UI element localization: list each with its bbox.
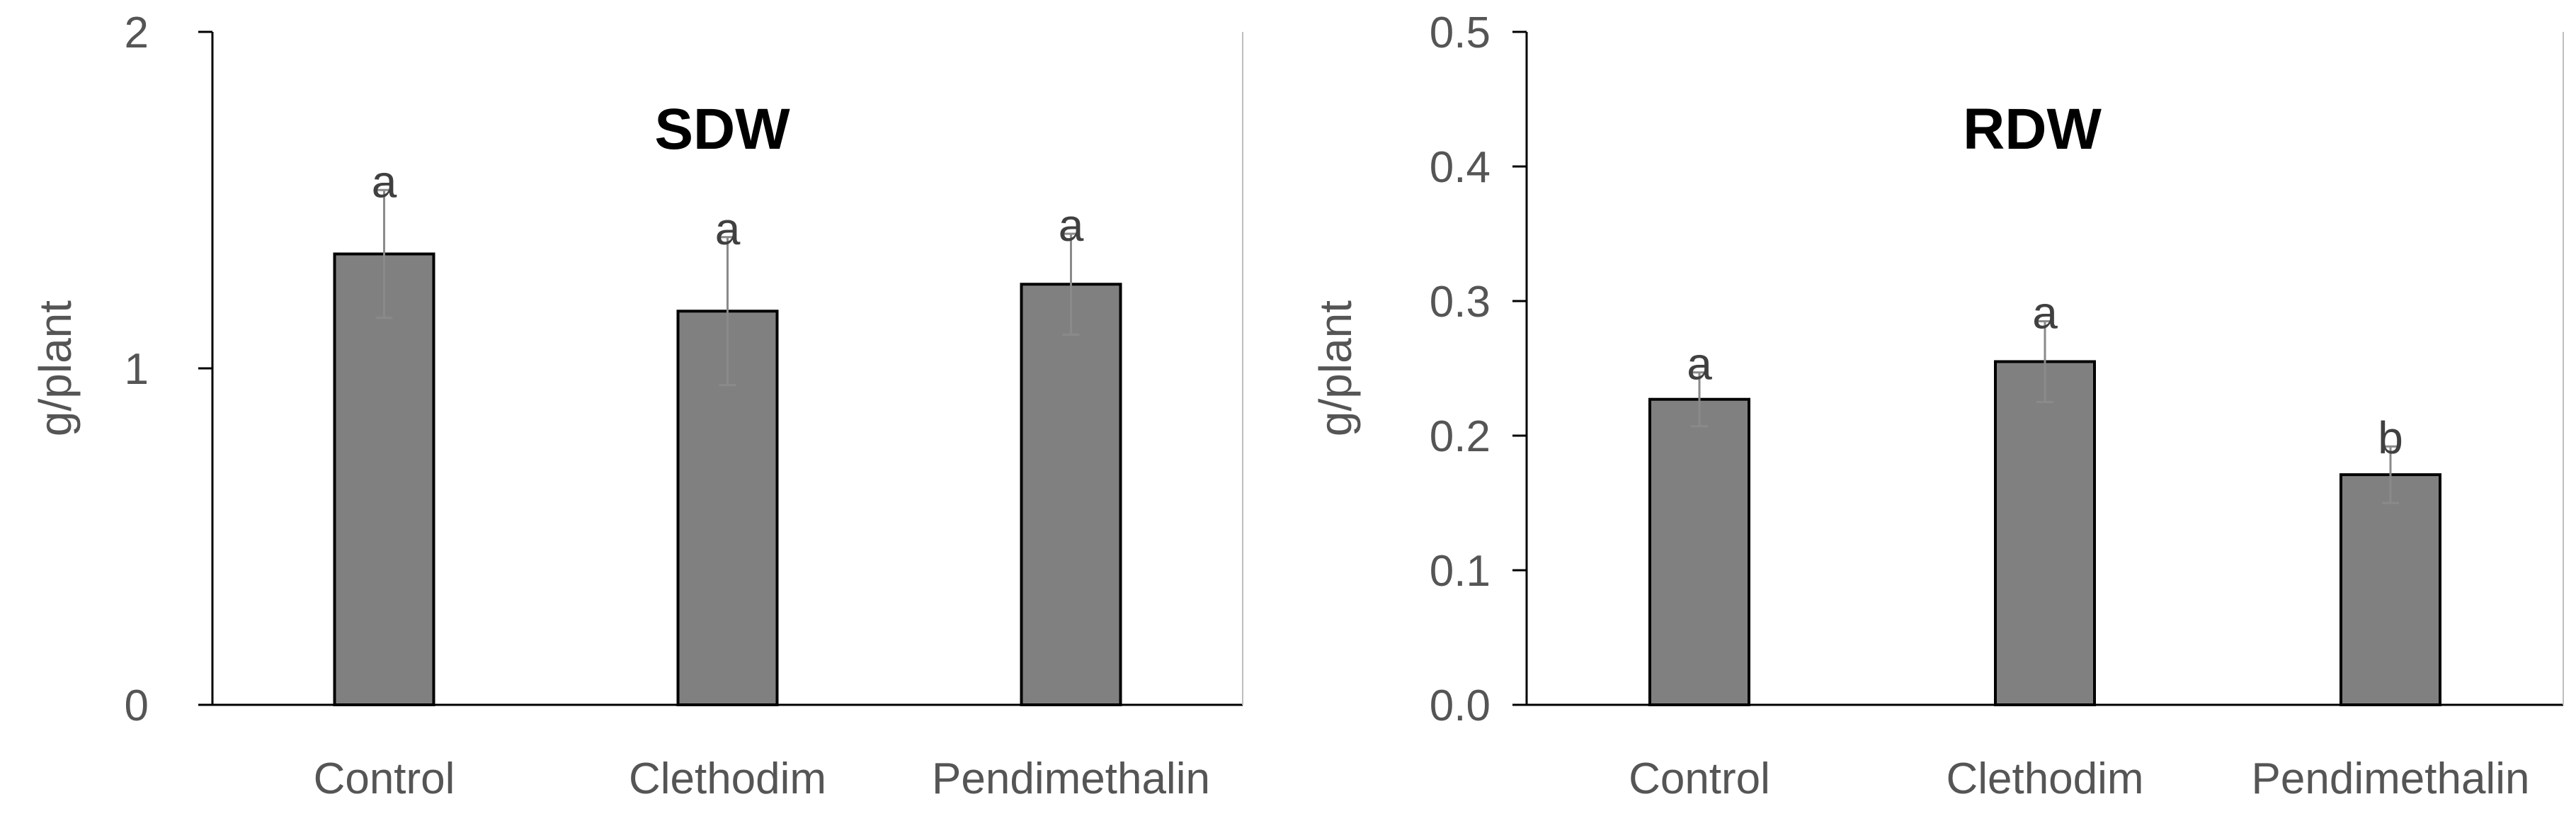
rdw-y-tick-label: 0.4 [1430, 143, 1491, 192]
rdw-category-label: Clethodim [1946, 754, 2143, 803]
rdw-bar-control [1648, 397, 1750, 706]
sdw-y-tick-label: 2 [125, 9, 149, 57]
rdw-y-tick-label: 0.3 [1430, 278, 1491, 327]
sdw-significance-label: a [715, 203, 741, 254]
rdw-bar-clethodim [1994, 360, 2096, 706]
rdw-category-label: Pendimethalin [2252, 754, 2530, 803]
rdw-plot-area: 0.0 0.1 0.2 0.3 0.4 0.5 g/plant RDW a Control a Cle… [1310, 9, 2564, 803]
sdw-category-label: Pendimethalin [932, 754, 1210, 803]
sdw-significance-label: a [372, 156, 397, 207]
rdw-y-tick-label: 0.5 [1430, 9, 1491, 57]
rdw-significance-label: a [2032, 288, 2058, 339]
rdw-chart-title: RDW [1963, 97, 2102, 162]
rdw-y-tick-label: 0.2 [1430, 412, 1491, 461]
sdw-chart-title: SDW [654, 97, 790, 162]
rdw-y-axis-title: g/plant [1310, 300, 1361, 436]
sdw-category-label: Control [314, 754, 455, 803]
sdw-category-label: Clethodim [629, 754, 826, 803]
sdw-bar-pendimethalin [1020, 283, 1122, 706]
rdw-bar-pendimethalin [2340, 473, 2441, 706]
sdw-significance-label: a [1059, 200, 1084, 251]
sdw-y-axis-title: g/plant [30, 300, 81, 436]
sdw-y-tick-label: 1 [125, 345, 149, 394]
rdw-chart: 0.0 0.1 0.2 0.3 0.4 0.5 g/plant RDW a Control a Cle… [1310, 9, 2564, 803]
rdw-significance-label: b [2378, 412, 2403, 463]
rdw-y-tick-label: 0.1 [1430, 547, 1491, 596]
sdw-chart: 0 1 2 g/plant SDW a Control a Clethodim a Pendimet… [30, 9, 1243, 803]
sdw-plot-area: 0 1 2 g/plant SDW a Control a Clethodim a Pendimet… [30, 9, 1243, 803]
rdw-y-tick-label: 0.0 [1430, 681, 1491, 730]
sdw-y-tick-label: 0 [125, 681, 149, 730]
rdw-significance-label: a [1687, 339, 1712, 390]
rdw-category-label: Control [1629, 754, 1770, 803]
sdw-bar-control [333, 252, 435, 706]
